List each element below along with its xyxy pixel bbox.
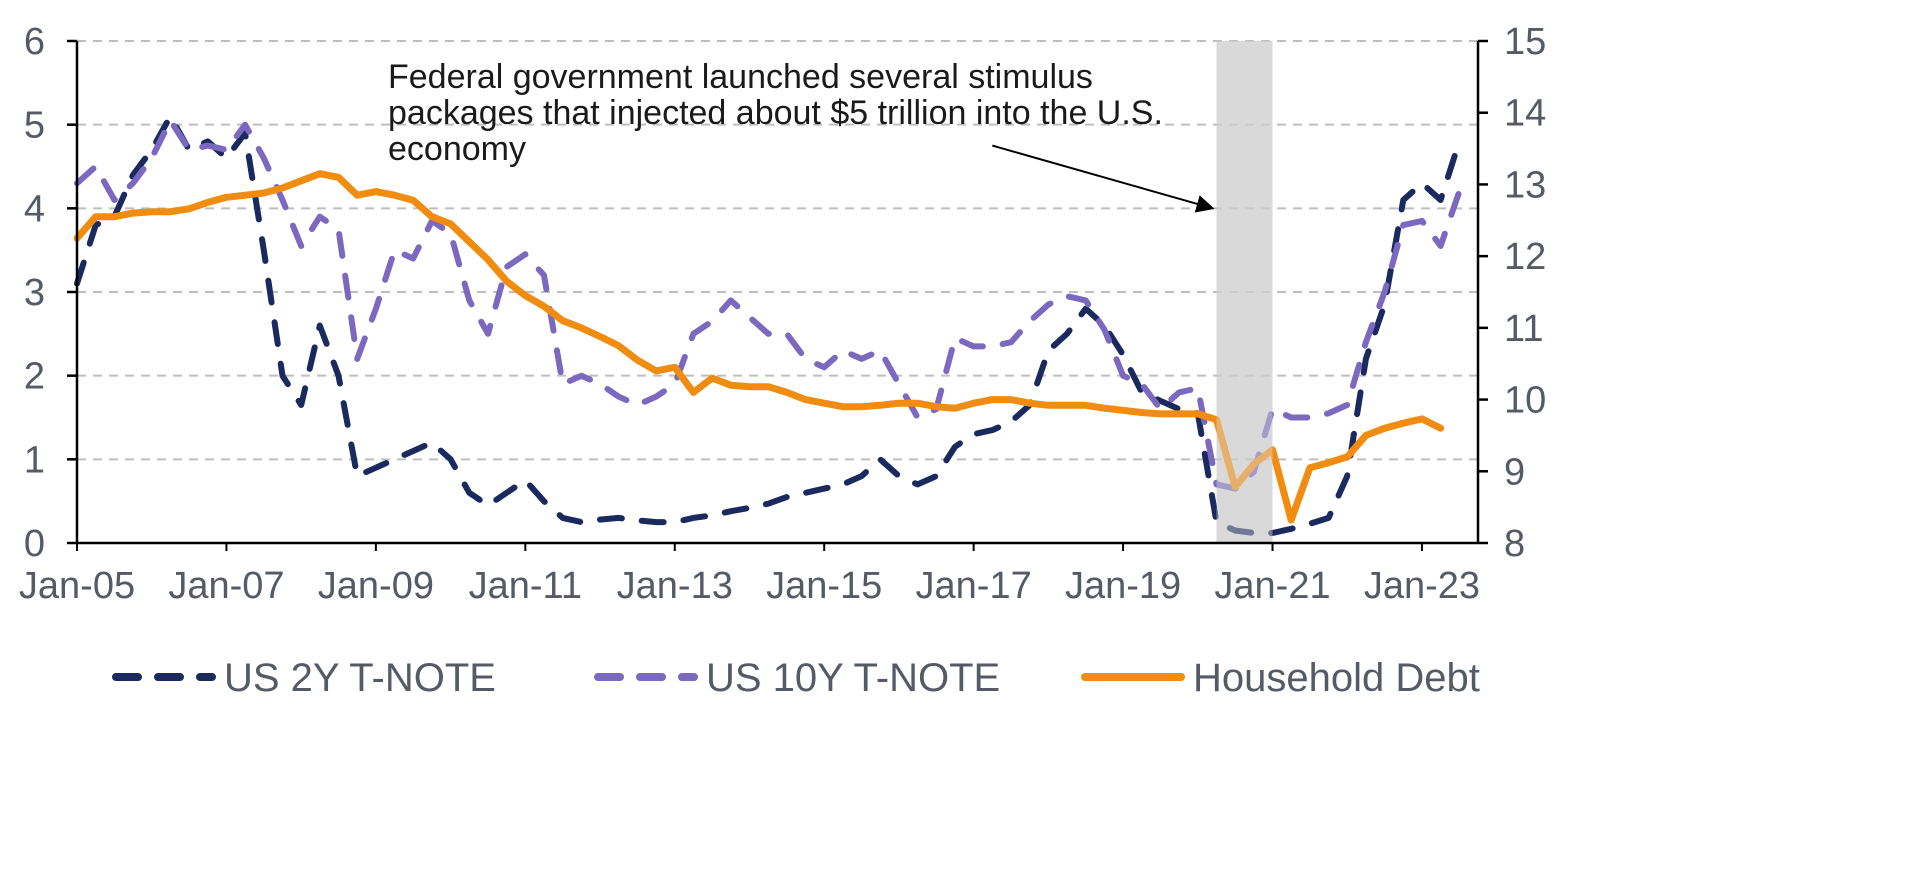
legend-label-us10y: US 10Y T-NOTE xyxy=(706,656,1000,700)
left-tick-label: 5 xyxy=(24,105,45,147)
x-tick-label: Jan-23 xyxy=(1364,565,1480,607)
x-tick-label: Jan-07 xyxy=(168,565,284,607)
legend-label-us2y: US 2Y T-NOTE xyxy=(224,656,496,700)
left-tick-label: 6 xyxy=(24,21,45,63)
legend-label-household: Household Debt xyxy=(1193,656,1480,700)
right-tick-label: 11 xyxy=(1504,308,1543,350)
legend-layer: US 2Y T-NOTE US 10Y T-NOTE Household Debt xyxy=(112,656,1480,700)
left-tick-label: 1 xyxy=(24,439,45,481)
series-line-us10y xyxy=(74,117,1463,492)
right-tick-label: 10 xyxy=(1504,380,1546,422)
left-tick-label: 0 xyxy=(24,523,45,565)
x-tick-label: Jan-09 xyxy=(318,565,434,607)
x-tick-label: Jan-15 xyxy=(766,565,882,607)
series-layer xyxy=(73,41,1463,543)
right-tick-label: 13 xyxy=(1504,164,1546,206)
left-tick-label: 3 xyxy=(24,272,45,314)
annotation-layer: Federal government launched several stim… xyxy=(388,58,1215,213)
left-tick-label: 2 xyxy=(24,356,45,398)
x-tick-label: Jan-21 xyxy=(1214,565,1330,607)
left-tick-label: 4 xyxy=(24,188,45,230)
recession-shade-overlay xyxy=(1216,41,1273,543)
x-tick-label: Jan-11 xyxy=(469,565,582,607)
x-tick-label: Jan-05 xyxy=(19,565,135,607)
x-tick-label: Jan-17 xyxy=(916,565,1032,607)
right-tick-label: 12 xyxy=(1504,236,1546,278)
annotation-text-line: economy xyxy=(388,130,526,168)
annotation-text-line: Federal government launched several stim… xyxy=(388,58,1093,96)
right-tick-label: 14 xyxy=(1504,93,1546,135)
right-tick-label: 15 xyxy=(1504,21,1546,63)
x-tick-label: Jan-13 xyxy=(617,565,733,607)
annotation-arrow xyxy=(992,144,1215,213)
x-tick-label: Jan-19 xyxy=(1065,565,1181,607)
right-tick-label: 8 xyxy=(1504,523,1525,565)
right-tick-label: 9 xyxy=(1504,451,1525,493)
series-line-us2y xyxy=(74,113,1463,536)
annotation-text-line: packages that injected about $5 trillion… xyxy=(388,94,1163,132)
series-line-household xyxy=(73,170,1445,524)
